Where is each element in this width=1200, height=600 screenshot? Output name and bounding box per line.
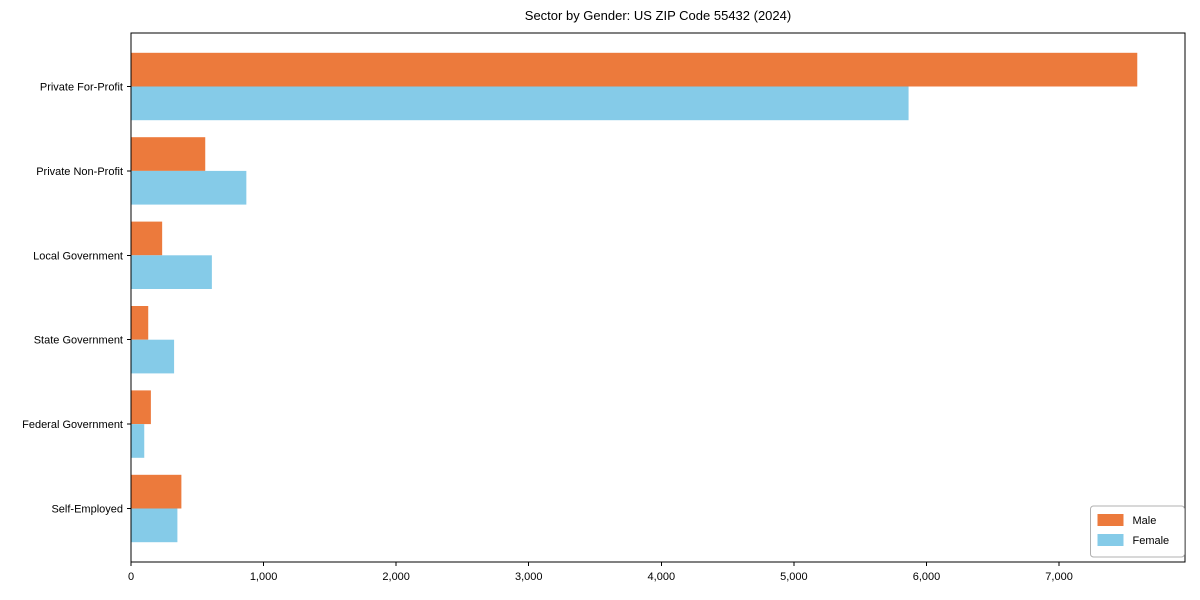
bar-male-6: [131, 474, 182, 509]
legend-label-male: Male: [1133, 515, 1157, 527]
legend-label-female: Female: [1133, 535, 1170, 547]
x-axis-tick-label: 2,000: [382, 571, 410, 583]
bar-male-5: [131, 390, 151, 425]
legend-swatch-male: [1097, 514, 1124, 526]
x-axis-tick-label: 0: [128, 571, 134, 583]
bar-female-2: [131, 170, 247, 205]
x-axis-tick-label: 5,000: [780, 571, 808, 583]
bar-female-3: [131, 255, 212, 289]
plot-border: [130, 32, 1186, 563]
bar-female-5: [131, 424, 145, 458]
x-axis-tick-label: 4,000: [648, 571, 676, 583]
bar-male-1: [131, 52, 1138, 87]
legend-swatch-female: [1097, 534, 1124, 546]
bar-male-4: [131, 306, 149, 340]
x-axis-tick-label: 6,000: [913, 571, 941, 583]
legend-box: [1090, 505, 1185, 558]
y-axis-category-label: Local Government: [33, 250, 123, 262]
y-axis-category-label: State Government: [34, 335, 123, 347]
x-axis-tick-label: 3,000: [515, 571, 543, 583]
x-axis-tick-label: 1,000: [250, 571, 278, 583]
chart-title: Sector by Gender: US ZIP Code 55432 (202…: [524, 8, 792, 23]
y-axis-category-label: Private For-Profit: [40, 82, 123, 94]
y-axis-category-label: Self-Employed: [51, 504, 123, 516]
bar-male-3: [131, 221, 163, 256]
bar-male-2: [131, 137, 206, 171]
x-axis-tick-label: 7,000: [1045, 571, 1073, 583]
bar-female-1: [131, 86, 909, 121]
y-axis-category-label: Private Non-Profit: [36, 166, 123, 178]
bar-female-4: [131, 339, 175, 374]
bar-female-6: [131, 508, 178, 543]
y-axis-category-label: Federal Government: [22, 419, 123, 431]
